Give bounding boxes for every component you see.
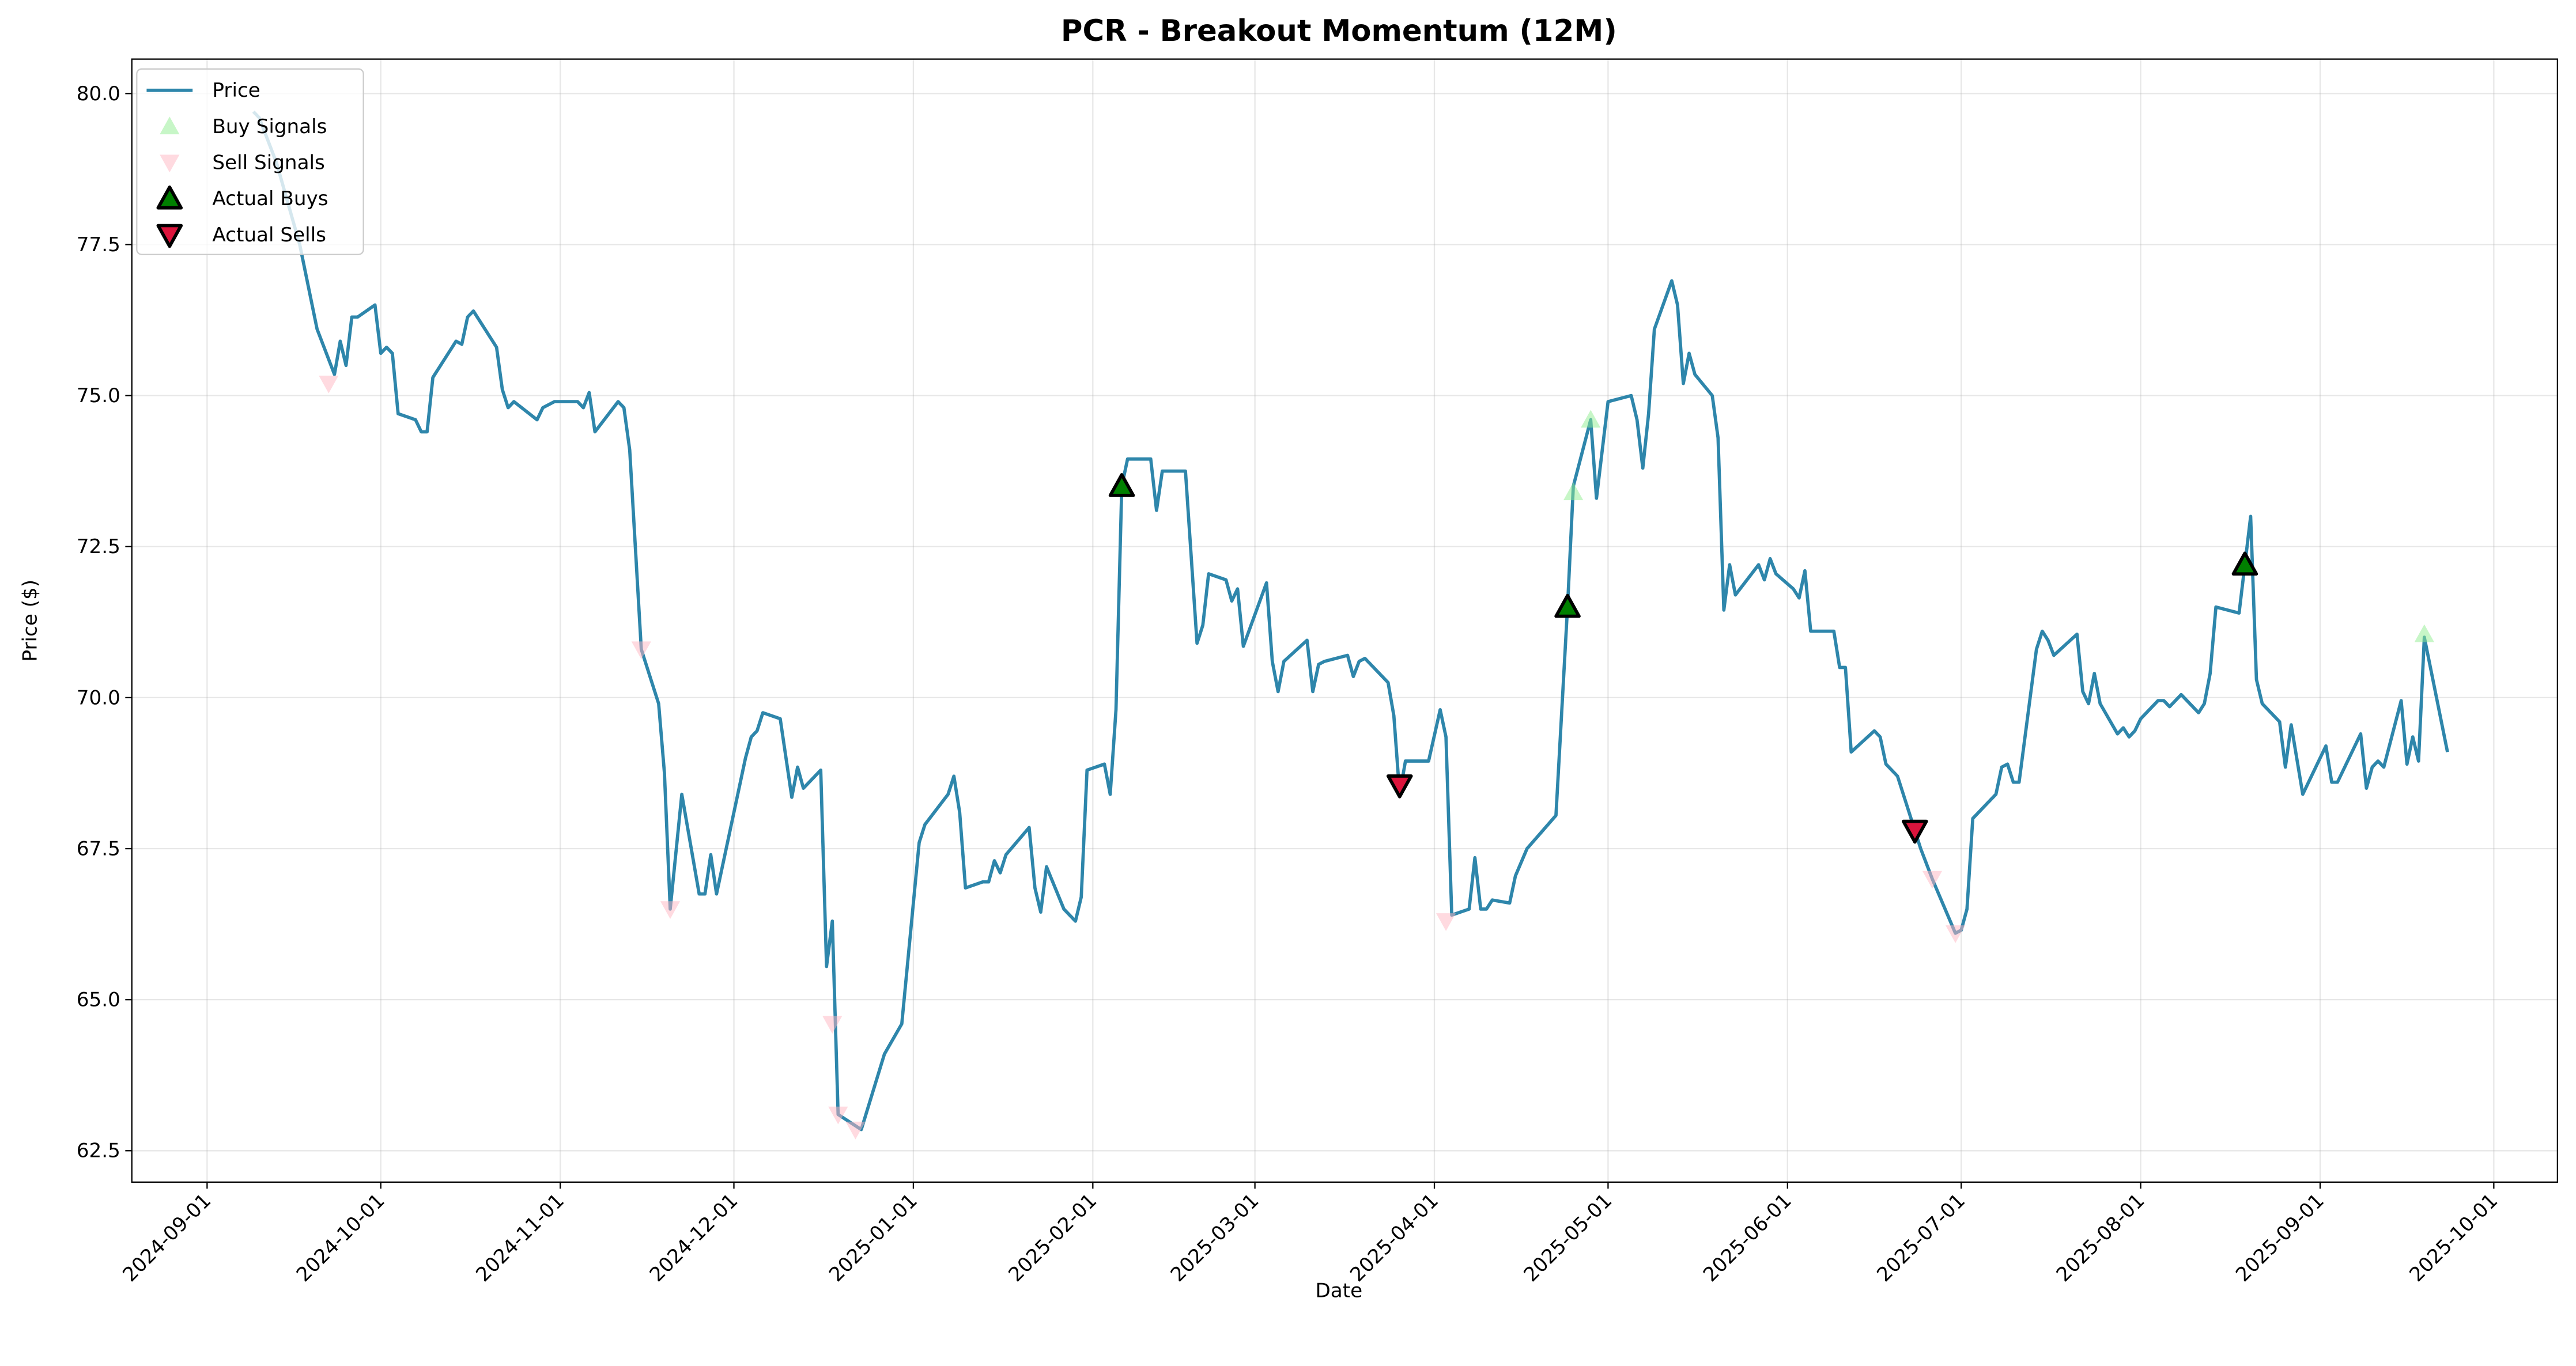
price-line (252, 110, 2449, 1132)
signal-marker (1554, 593, 1581, 618)
signal-marker (660, 901, 681, 919)
legend-marker (156, 186, 183, 210)
signal-marker (1581, 410, 1601, 428)
signal-marker (2414, 624, 2434, 642)
x-axis-label: Date (1315, 1279, 1362, 1302)
signal-marker (845, 1121, 866, 1140)
signal-marker (1902, 819, 1928, 844)
plot-frame (131, 58, 2559, 1183)
y-tick-label: 70.0 (77, 686, 120, 709)
signal-marker (319, 375, 339, 393)
y-axis-label: Price ($) (18, 580, 41, 662)
y-tick-label: 72.5 (77, 535, 120, 558)
legend-marker (156, 224, 183, 248)
legend: Price Buy Signals Sell Signals Actual Buys A… (136, 68, 364, 255)
signal-marker (1563, 482, 1584, 501)
signal-marker (1108, 473, 1135, 497)
legend-label: Actual Buys (212, 187, 328, 210)
y-tick-label: 62.5 (77, 1140, 120, 1163)
signal-marker (631, 641, 651, 660)
legend-marker (160, 116, 180, 135)
signal-marker (1922, 871, 1943, 889)
chart-title: PCR - Breakout Momentum (12M) (1061, 14, 1617, 48)
legend-box (136, 68, 364, 255)
legend-label: Buy Signals (212, 115, 327, 138)
legend-label: Actual Sells (212, 224, 326, 247)
legend-marker (160, 154, 180, 173)
legend-label: Price (212, 79, 260, 102)
signal-marker (1946, 925, 1966, 943)
signal-marker (2231, 551, 2258, 576)
signal-marker (822, 1016, 843, 1034)
y-tick-label: 75.0 (77, 384, 120, 407)
y-tick-label: 65.0 (77, 989, 120, 1012)
signal-marker (1436, 913, 1456, 931)
y-tick-label: 77.5 (77, 233, 120, 256)
signal-marker (1386, 774, 1413, 799)
legend-label: Sell Signals (212, 152, 324, 175)
signal-marker (828, 1106, 848, 1125)
y-tick-label: 80.0 (77, 82, 120, 105)
y-tick-label: 67.5 (77, 837, 120, 860)
